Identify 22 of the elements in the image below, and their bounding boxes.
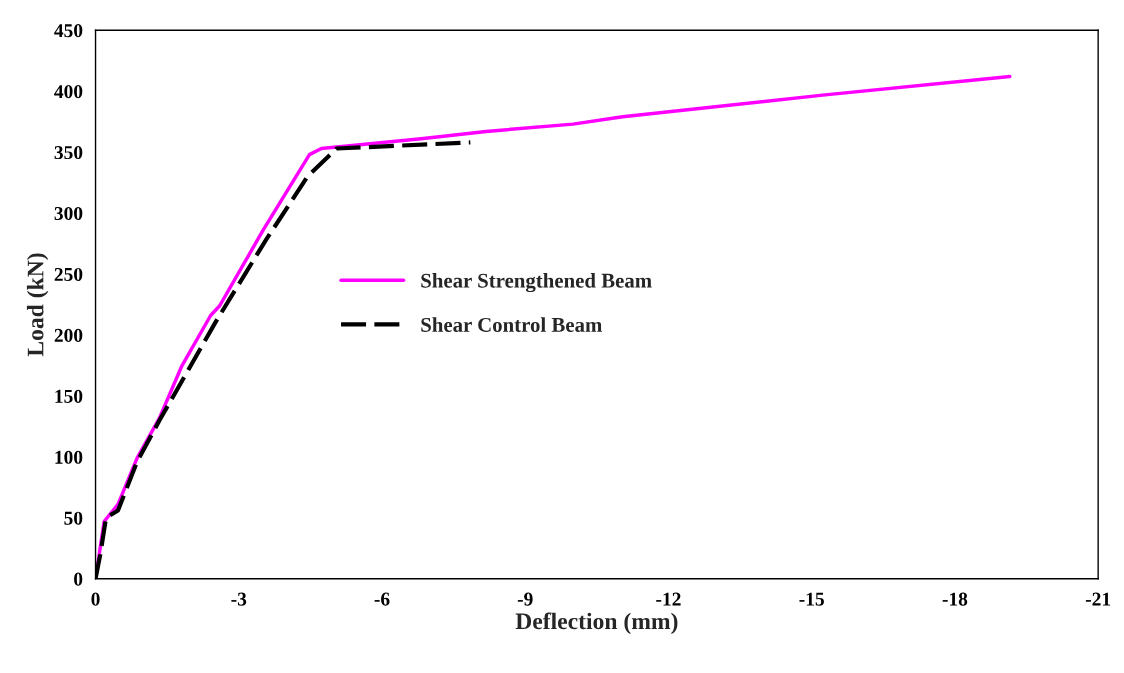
y-tick-label: 150 (55, 389, 83, 403)
x-tick-label: -9 (517, 592, 533, 606)
y-tick-label: 350 (54, 145, 83, 160)
y-tick-label: 100 (55, 450, 83, 464)
y-tick-label: 450 (54, 24, 83, 38)
y-tick-label: 250 (54, 267, 83, 281)
y-tick-label: 0 (74, 572, 83, 586)
y-axis-title: Load (kN) (26, 253, 49, 357)
x-tick-label: -21 (1085, 592, 1111, 606)
x-tick-label: -15 (799, 592, 824, 606)
y-tick-label: 300 (54, 206, 83, 221)
y-tick-label: 200 (54, 328, 83, 342)
y-tick-label: 50 (64, 511, 83, 525)
x-tick-label: -6 (374, 592, 390, 606)
x-tick-label: -18 (942, 592, 968, 606)
y-tick-label: 400 (54, 85, 83, 99)
legend-label: Shear Control Beam (421, 317, 602, 332)
legend-label: Shear Strengthened Beam (421, 273, 652, 293)
x-axis-title: Deflection (mm) (515, 612, 678, 635)
x-tick-label: -12 (656, 592, 681, 606)
x-tick-label: -3 (231, 592, 247, 606)
x-tick-label: 0 (91, 592, 100, 606)
